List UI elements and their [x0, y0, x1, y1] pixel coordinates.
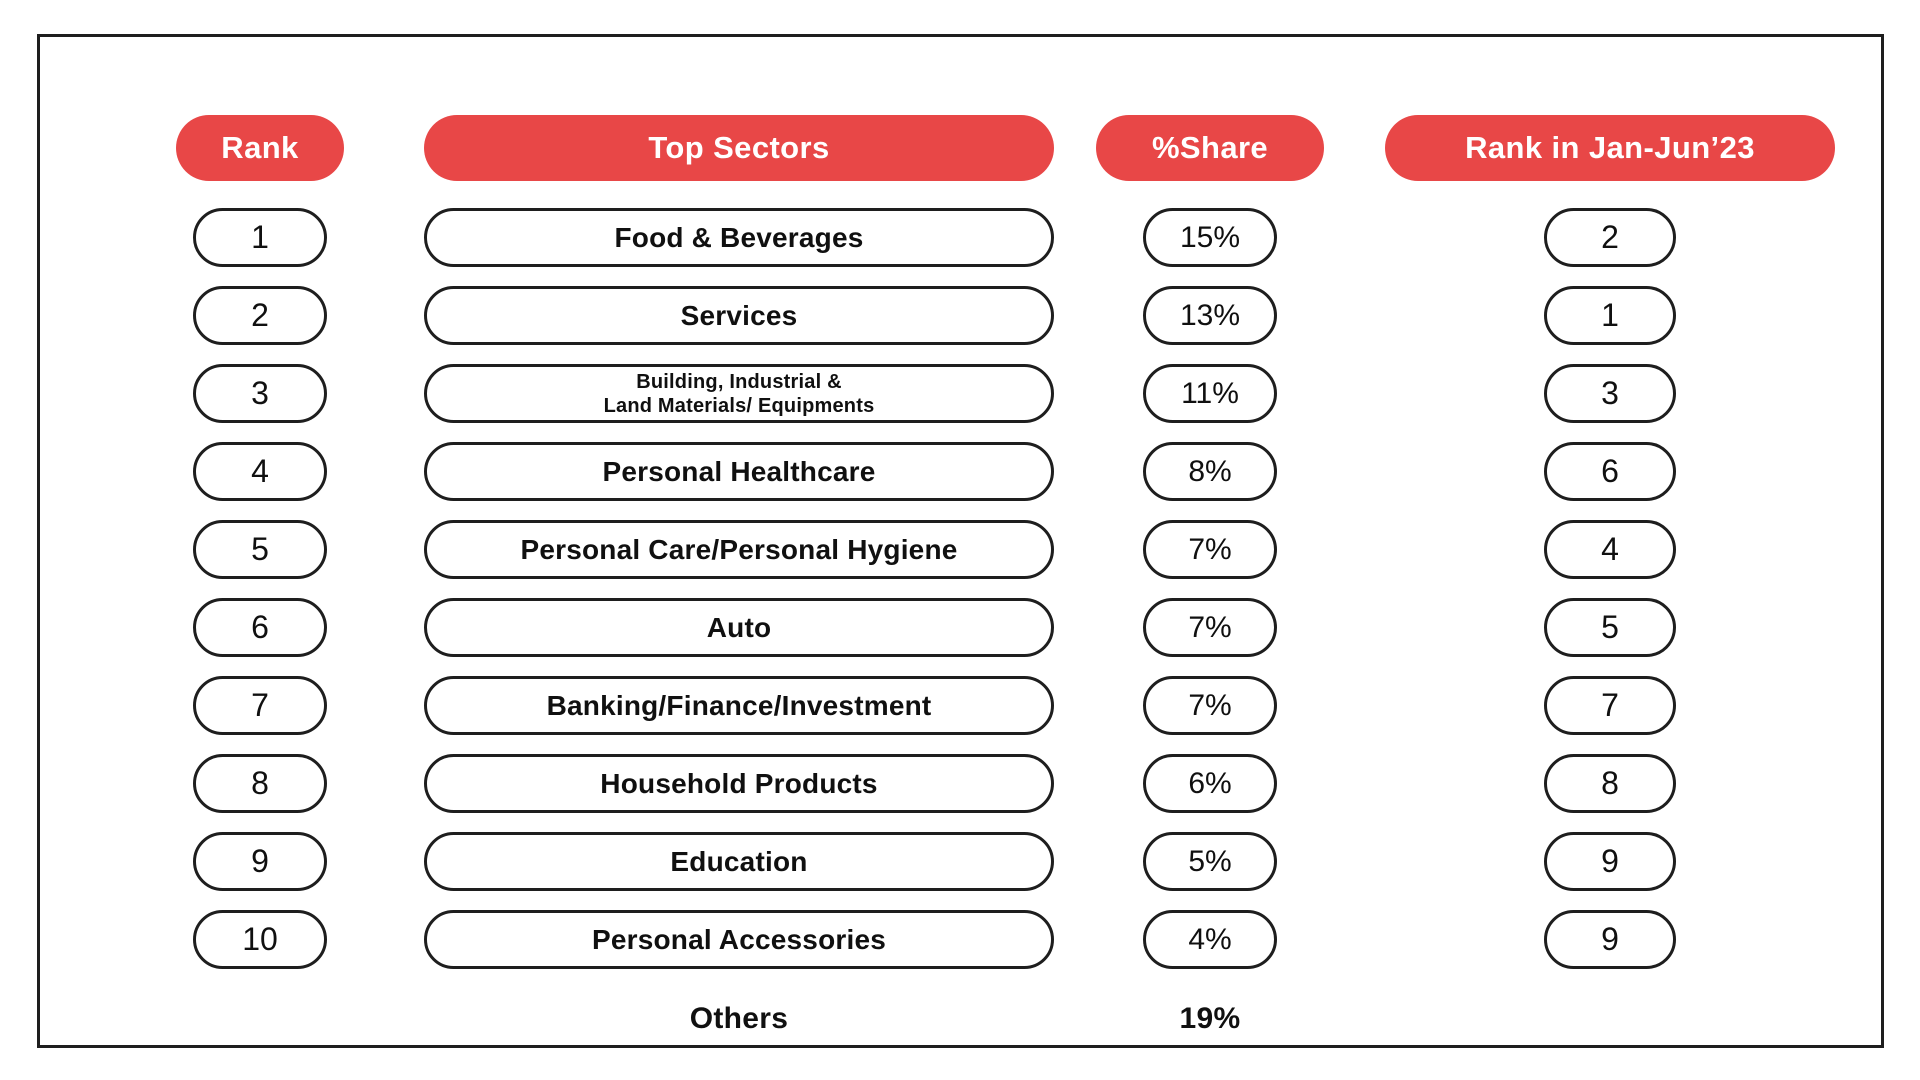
- sectors-column: Top Sectors Food & Beverages Services Buil…: [424, 115, 1054, 1036]
- rank23-pill-label: 8: [1601, 765, 1619, 801]
- sector-pill-label: Auto: [706, 611, 772, 643]
- rank23-pill-label: 9: [1601, 843, 1619, 879]
- share-pill: 7%: [1143, 520, 1277, 579]
- rank23-pill-label: 9: [1601, 921, 1619, 957]
- rank23-pill: 3: [1544, 364, 1676, 423]
- rank-pill: 10: [193, 910, 327, 969]
- sector-pill-label: Education: [670, 845, 808, 877]
- rank23-pill: 6: [1544, 442, 1676, 501]
- share-pill-label: 8%: [1188, 454, 1232, 488]
- rank23-pill-label: 5: [1601, 609, 1619, 645]
- rank23-pill: 9: [1544, 832, 1676, 891]
- header-top-sectors: Top Sectors: [424, 115, 1054, 181]
- sector-pill-label: Services: [680, 299, 798, 331]
- rank23-pill-stack: 2 1 3 6 4 5 7 8 9 9: [1544, 208, 1676, 988]
- rank-pill-label: 5: [251, 531, 269, 567]
- share-column: %Share 15% 13% 11% 8% 7% 7% 7% 6% 5% 4% 19%: [1092, 115, 1328, 1036]
- sector-pill: Food & Beverages: [424, 208, 1054, 267]
- sector-pill: Education: [424, 832, 1054, 891]
- rank-pill-label: 10: [242, 921, 278, 957]
- share-pill: 4%: [1143, 910, 1277, 969]
- sector-pill-stack: Food & Beverages Services Building, Indust…: [424, 208, 1054, 988]
- header-share: %Share: [1096, 115, 1324, 181]
- rank-pill-label: 9: [251, 843, 269, 879]
- sector-pill-label: Food & Beverages: [614, 221, 864, 253]
- share-pill-label: 7%: [1188, 688, 1232, 722]
- rank-pill: 8: [193, 754, 327, 813]
- sector-pill: Banking/Finance/Investment: [424, 676, 1054, 735]
- header-rank-jan-jun-23: Rank in Jan-Jun’23: [1385, 115, 1835, 181]
- share-pill: 7%: [1143, 676, 1277, 735]
- rank-pill-label: 4: [251, 453, 269, 489]
- rank23-pill-label: 6: [1601, 453, 1619, 489]
- sector-pill-label: Personal Healthcare: [602, 455, 876, 487]
- rank23-pill: 5: [1544, 598, 1676, 657]
- share-pill: 13%: [1143, 286, 1277, 345]
- rank23-pill: 9: [1544, 910, 1676, 969]
- sector-pill-label: Banking/Finance/Investment: [546, 689, 932, 721]
- share-pill-label: 7%: [1188, 532, 1232, 566]
- sector-pill-label: Household Products: [600, 767, 878, 799]
- header-rank: Rank: [176, 115, 344, 181]
- rank-pill-label: 2: [251, 297, 269, 333]
- share-pill: 5%: [1143, 832, 1277, 891]
- rank-pill: 4: [193, 442, 327, 501]
- rank-pill-label: 6: [251, 609, 269, 645]
- share-pill: 6%: [1143, 754, 1277, 813]
- share-pill-label: 13%: [1179, 298, 1241, 332]
- share-pill-label: 5%: [1188, 844, 1232, 878]
- sector-pill-label: Personal Accessories: [591, 923, 887, 955]
- rank-pill: 7: [193, 676, 327, 735]
- rank23-pill-label: 2: [1601, 219, 1619, 255]
- rank-pill-label: 1: [251, 219, 269, 255]
- share-pill-label: 6%: [1188, 766, 1232, 800]
- others-share-value: 19%: [1179, 1002, 1241, 1035]
- sector-pill-label: Personal Care/Personal Hygiene: [520, 533, 958, 565]
- rank-pill: 2: [193, 286, 327, 345]
- sector-pill-label: Building, Industrial &: [636, 370, 842, 393]
- rank-pill-label: 7: [251, 687, 269, 723]
- rank-pill: 6: [193, 598, 327, 657]
- rank-pill-label: 3: [251, 375, 269, 411]
- share-pill-label: 4%: [1188, 922, 1232, 956]
- share-pill-label: 7%: [1188, 610, 1232, 644]
- rank-pill: 5: [193, 520, 327, 579]
- sector-pill: Auto: [424, 598, 1054, 657]
- share-pill: 7%: [1143, 598, 1277, 657]
- sector-pill-label: Land Materials/ Equipments: [603, 394, 875, 417]
- share-pill: 8%: [1143, 442, 1277, 501]
- rank-column: Rank 1 2 3 4 5 6 7 8 9 10: [140, 115, 380, 988]
- rank23-pill: 4: [1544, 520, 1676, 579]
- rank-pill: 9: [193, 832, 327, 891]
- sector-pill: Personal Healthcare: [424, 442, 1054, 501]
- share-pill-stack: 15% 13% 11% 8% 7% 7% 7% 6% 5% 4%: [1143, 208, 1277, 988]
- rank-pill-stack: 1 2 3 4 5 6 7 8 9 10: [193, 208, 327, 988]
- share-pill-label: 15%: [1179, 220, 1241, 254]
- rank23-pill-label: 3: [1601, 375, 1619, 411]
- rank23-pill: 2: [1544, 208, 1676, 267]
- rank-jan-jun-23-column: Rank in Jan-Jun’23 2 1 3 6 4 5 7 8 9 9: [1385, 115, 1835, 988]
- sector-pill: Building, Industrial & Land Materials/ Eq…: [424, 364, 1054, 423]
- share-pill: 15%: [1143, 208, 1277, 267]
- rank23-pill: 8: [1544, 754, 1676, 813]
- rank23-pill-label: 1: [1601, 297, 1619, 333]
- others-label: Others: [689, 1002, 789, 1035]
- rank23-pill-label: 4: [1601, 531, 1619, 567]
- sector-pill: Personal Care/Personal Hygiene: [424, 520, 1054, 579]
- share-pill-label: 11%: [1181, 376, 1239, 410]
- rank23-pill-label: 7: [1601, 687, 1619, 723]
- rank23-pill: 7: [1544, 676, 1676, 735]
- rank-pill: 1: [193, 208, 327, 267]
- share-pill: 11%: [1143, 364, 1277, 423]
- rank-pill-label: 8: [251, 765, 269, 801]
- sector-pill: Household Products: [424, 754, 1054, 813]
- rank23-pill: 1: [1544, 286, 1676, 345]
- rank-pill: 3: [193, 364, 327, 423]
- sector-pill: Services: [424, 286, 1054, 345]
- sector-pill: Personal Accessories: [424, 910, 1054, 969]
